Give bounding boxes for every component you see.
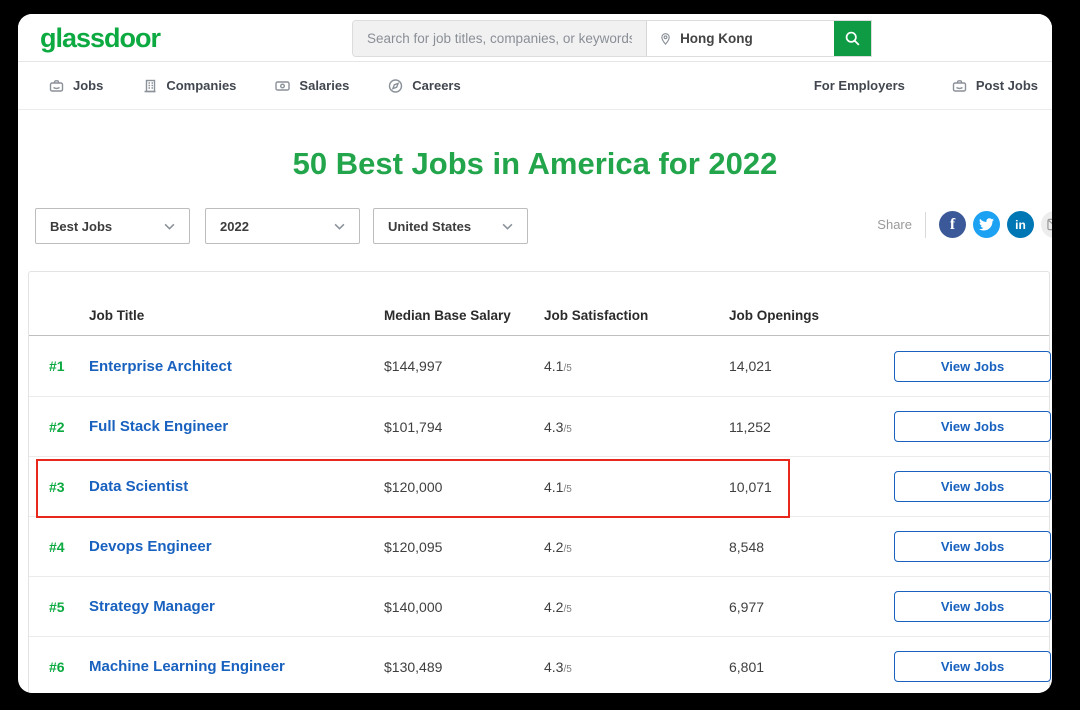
rank-label: #3: [49, 478, 65, 495]
view-jobs-button[interactable]: View Jobs: [894, 350, 1051, 382]
view-jobs-button[interactable]: View Jobs: [894, 531, 1051, 562]
nav-label: For Employers: [813, 78, 905, 93]
dropdown-value: 2022: [220, 218, 249, 234]
col-header-median-base-salary: Median Base Salary: [384, 308, 511, 323]
rank-label: #5: [49, 598, 65, 615]
top-header: glassdoor: [18, 14, 1052, 62]
share-divider: [925, 211, 926, 238]
job-openings: 14,021: [729, 358, 772, 374]
median-base-salary: $120,000: [384, 478, 443, 495]
median-base-salary: $130,489: [384, 658, 443, 675]
col-header-job-satisfaction: Job Satisfaction: [544, 308, 649, 323]
nav-label: Post Jobs: [975, 78, 1038, 93]
nav-label: Jobs: [73, 78, 104, 93]
main-nav: Jobs Companies Salaries Careers For Empl…: [18, 62, 1052, 110]
facebook-icon[interactable]: f: [939, 211, 966, 238]
dropdown-value: Best Jobs: [50, 218, 113, 234]
job-openings: 10,071: [729, 478, 772, 495]
nav-item-post-jobs[interactable]: Post Jobs: [951, 78, 1038, 94]
job-satisfaction: 4.2/5: [544, 538, 572, 555]
job-title-link[interactable]: Devops Engineer: [89, 538, 212, 555]
view-jobs-button[interactable]: View Jobs: [894, 471, 1051, 502]
col-header-job-openings: Job Openings: [729, 308, 820, 323]
chevron-down-icon: [164, 223, 175, 230]
share-group: Share f in: [877, 211, 1052, 238]
chevron-down-icon: [502, 223, 513, 230]
table-row: #3 Data Scientist $120,000 4.1/5 10,071 …: [29, 456, 1051, 518]
location-pin-icon: [661, 32, 670, 45]
table-row: #2 Full Stack Engineer $101,794 4.3/5 11…: [29, 396, 1051, 456]
best-jobs-table: Job Title Median Base Salary Job Satisfa…: [28, 271, 1051, 693]
job-openings: 8,548: [729, 538, 765, 555]
location-input[interactable]: [680, 31, 822, 46]
location-field[interactable]: [646, 21, 834, 56]
table-row: #5 Strategy Manager $140,000 4.2/5 6,977…: [29, 576, 1051, 636]
table-header-row: Job Title Median Base Salary Job Satisfa…: [29, 296, 1049, 336]
job-openings: 11,252: [729, 418, 771, 435]
rank-label: #4: [49, 538, 65, 555]
briefcase-icon: [952, 79, 967, 92]
median-base-salary: $140,000: [384, 598, 443, 615]
briefcase-icon: [49, 79, 64, 92]
building-icon: [144, 79, 156, 92]
nav-item-careers[interactable]: Careers: [387, 78, 461, 94]
rank-label: #6: [49, 658, 65, 675]
nav-item-for-employers[interactable]: For Employers: [814, 78, 905, 93]
search-input[interactable]: [353, 21, 646, 56]
year-dropdown[interactable]: 2022: [205, 208, 360, 244]
job-title-link[interactable]: Machine Learning Engineer: [89, 658, 285, 675]
share-label: Share: [877, 217, 912, 232]
filter-bar: Best Jobs 2022 United States Share f in: [18, 208, 1052, 244]
col-header-job-title: Job Title: [89, 308, 145, 323]
compass-icon: [389, 78, 403, 93]
view-jobs-button[interactable]: View Jobs: [894, 591, 1051, 622]
table-row: #6 Machine Learning Engineer $130,489 4.…: [29, 636, 1051, 693]
nav-label: Companies: [166, 78, 237, 93]
job-satisfaction: 4.2/5: [544, 598, 572, 615]
table-row: #1 Enterprise Architect $144,997 4.1/5 1…: [29, 336, 1051, 396]
job-openings: 6,977: [729, 598, 765, 615]
rank-label: #2: [49, 418, 65, 435]
job-title-link[interactable]: Enterprise Architect: [89, 357, 232, 375]
table-body: #1 Enterprise Architect $144,997 4.1/5 1…: [29, 336, 1051, 693]
job-satisfaction: 4.3/5: [544, 418, 572, 435]
nav-item-companies[interactable]: Companies: [141, 78, 236, 94]
median-base-salary: $120,095: [384, 538, 443, 555]
nav-label: Careers: [412, 78, 461, 93]
job-satisfaction: 4.1/5: [544, 478, 572, 495]
page-title: 50 Best Jobs in America for 2022: [292, 146, 778, 181]
median-base-salary: $101,794: [384, 418, 443, 435]
search-icon: [845, 31, 860, 46]
job-openings: 6,801: [729, 658, 765, 675]
twitter-icon[interactable]: [973, 211, 1000, 238]
country-dropdown[interactable]: United States: [373, 208, 528, 244]
job-satisfaction: 4.1/5: [544, 358, 572, 374]
chevron-down-icon: [334, 223, 345, 230]
linkedin-icon[interactable]: in: [1007, 211, 1034, 238]
nav-label: Salaries: [299, 78, 350, 93]
search-button[interactable]: [834, 21, 871, 56]
email-icon[interactable]: [1041, 211, 1052, 238]
search-bar: [352, 20, 872, 57]
dropdown-value: United States: [388, 218, 472, 234]
job-title-link[interactable]: Full Stack Engineer: [89, 418, 229, 435]
job-satisfaction: 4.3/5: [544, 658, 572, 675]
median-base-salary: $144,997: [384, 358, 443, 374]
banknote-icon: [275, 80, 291, 91]
rank-label: #1: [49, 358, 65, 374]
glassdoor-logo[interactable]: glassdoor: [40, 23, 161, 53]
nav-item-salaries[interactable]: Salaries: [274, 78, 349, 94]
view-jobs-button[interactable]: View Jobs: [894, 411, 1051, 442]
nav-item-jobs[interactable]: Jobs: [48, 78, 103, 94]
list-type-dropdown[interactable]: Best Jobs: [35, 208, 190, 244]
view-jobs-button[interactable]: View Jobs: [894, 651, 1051, 682]
job-title-link[interactable]: Strategy Manager: [89, 598, 215, 615]
job-title-link[interactable]: Data Scientist: [89, 478, 189, 495]
page: glassdoor Jobs Companies Sa: [18, 14, 1052, 693]
table-row: #4 Devops Engineer $120,095 4.2/5 8,548 …: [29, 516, 1051, 576]
